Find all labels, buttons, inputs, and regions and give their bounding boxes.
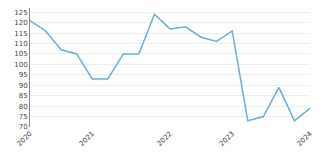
svg-text:75: 75 <box>19 113 28 121</box>
svg-text:115: 115 <box>14 30 27 38</box>
svg-text:105: 105 <box>14 50 27 58</box>
svg-text:120: 120 <box>14 19 27 27</box>
svg-text:2023: 2023 <box>218 130 236 148</box>
svg-text:110: 110 <box>14 40 27 48</box>
svg-text:2022: 2022 <box>156 130 174 148</box>
svg-text:95: 95 <box>19 71 28 79</box>
svg-text:2021: 2021 <box>78 130 96 148</box>
svg-text:2020: 2020 <box>16 130 34 148</box>
svg-text:90: 90 <box>19 82 28 90</box>
svg-text:85: 85 <box>19 92 28 100</box>
svg-text:2024: 2024 <box>296 129 315 148</box>
svg-text:70: 70 <box>19 123 28 131</box>
svg-text:100: 100 <box>14 61 27 69</box>
svg-text:125: 125 <box>14 9 27 17</box>
svg-text:80: 80 <box>19 103 28 111</box>
